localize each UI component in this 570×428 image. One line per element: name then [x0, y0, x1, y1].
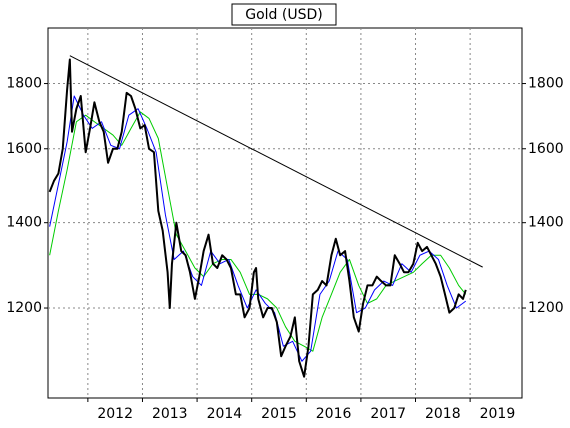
- series-line: [48, 58, 467, 378]
- x-tick-label: 2016: [316, 406, 352, 422]
- y-tick-label: 1600: [6, 141, 42, 157]
- x-tick-label: 2017: [370, 406, 406, 422]
- y-tick-label: 1800: [6, 76, 42, 92]
- x-tick-label: 2014: [207, 406, 243, 422]
- x-tick-label: 2018: [425, 406, 461, 422]
- y2-tick-label: 1400: [528, 215, 564, 231]
- chart-title: Gold (USD): [245, 7, 322, 23]
- y2-tick-label: 1600: [528, 141, 564, 157]
- y2-tick-label: 1800: [528, 76, 564, 92]
- y2-tick-label: 1200: [528, 300, 564, 316]
- x-tick-label: 2015: [261, 406, 297, 422]
- series-line: [69, 55, 483, 268]
- y-tick-label: 1400: [6, 215, 42, 231]
- x-tick-label: 2013: [152, 406, 188, 422]
- title-box: [231, 3, 337, 26]
- plot-area: [47, 27, 523, 399]
- y-tick-label: 1200: [6, 300, 42, 316]
- x-tick-label: 2012: [97, 406, 133, 422]
- x-tick-label: 2019: [480, 406, 516, 422]
